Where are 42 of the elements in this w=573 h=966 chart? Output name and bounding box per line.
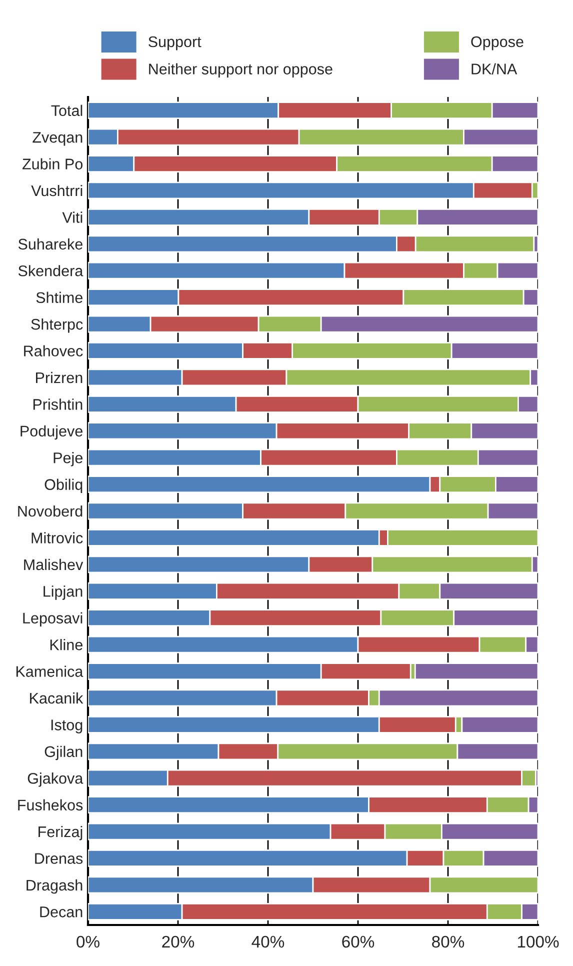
x-tick-label: 40% (252, 936, 284, 948)
y-tick-label: Podujeve (20, 425, 82, 440)
y-tick-label: Lipjan (44, 586, 82, 600)
y-tick-label: Prizren (36, 372, 82, 384)
y-tick-label: Leposavi (23, 612, 82, 627)
x-tick-label: 100% (518, 936, 559, 948)
legend-label: Oppose (471, 36, 524, 50)
y-tick-label: Kamenica (16, 666, 84, 677)
legend-label: DK/NA (472, 63, 518, 74)
y-tick-label: Peje (54, 452, 82, 466)
y-tick-label: Rahovec (24, 345, 83, 356)
y-tick-label: Mitrovic (32, 532, 83, 544)
bar (414, 662, 538, 680)
y-tick-label: Zveqan (32, 132, 82, 146)
y-tick-label: Malishev (24, 558, 84, 570)
y-tick-label: Shterpc (31, 318, 83, 333)
y-tick-label: Gjilan (44, 746, 82, 760)
y-tick-label: Total (51, 104, 82, 116)
y-tick-label: Prishtin (33, 398, 82, 410)
legend-label: Neither support nor oppose (149, 63, 332, 78)
y-tick-label: Shtime (36, 292, 82, 304)
y-tick-label: Suhareke (18, 238, 82, 250)
y-tick-label: Novoberd (18, 505, 82, 517)
y-tick-label: Gjakova (28, 772, 84, 787)
y-tick-label: Kline (50, 639, 82, 650)
x-tick-label: 0% (76, 936, 100, 948)
x-tick-label: 20% (162, 936, 194, 948)
x-tick-label: 80% (432, 936, 464, 948)
y-tick-label: Skendera (18, 265, 84, 276)
y-tick-label: Zubin Po (22, 158, 82, 170)
y-tick-label: Obiliq (44, 478, 82, 493)
legend-label: Support (148, 36, 202, 50)
y-tick-label: Istog (51, 720, 82, 734)
y-tick-label: Viti (62, 212, 82, 223)
y-tick-label: Kacanik (30, 692, 84, 704)
y-tick-label: Ferizaj (38, 826, 82, 840)
y-tick-label: Decan (40, 906, 82, 918)
x-tick-label: 60% (342, 936, 374, 948)
y-tick-label: Vushtrri (31, 184, 82, 196)
y-tick-label: Dragash (26, 879, 82, 894)
y-tick-label: Fushekos (18, 799, 83, 810)
y-tick-label: Drenas (35, 853, 83, 864)
